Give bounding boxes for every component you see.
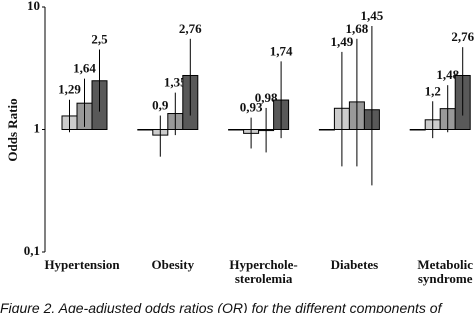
bar [409, 129, 426, 131]
value-label: 1,45 [361, 8, 384, 23]
y-tick-label: 10 [27, 0, 40, 13]
y-axis-label: Odds Ratio [5, 98, 20, 161]
value-label: 0,93 [240, 100, 263, 115]
y-tick-label: 1 [34, 120, 41, 135]
caption: Figure 2. Age-adjusted odds ratios (OR) … [0, 300, 444, 313]
value-label: 1,29 [58, 82, 81, 97]
x-tick-label: Hyperchole-sterolemia [229, 257, 297, 286]
x-tick-label: Obesity [151, 257, 194, 272]
x-tick-label: Metabolic syndrome [417, 257, 473, 286]
value-label: 2,5 [91, 31, 108, 46]
bar [318, 129, 335, 131]
bar [228, 129, 245, 131]
value-label: 1,49 [331, 34, 354, 49]
y-tick-label: 0,1 [24, 243, 40, 258]
value-label: 2,76 [179, 21, 202, 36]
value-label: 1,2 [425, 83, 441, 98]
value-label: 0,9 [152, 98, 169, 113]
value-label: 1,68 [346, 21, 369, 36]
value-label: 1,74 [270, 43, 293, 58]
value-label: 1,35 [164, 75, 187, 90]
value-label: 2,76 [451, 29, 474, 44]
bar [137, 129, 154, 131]
x-tick-label: Hypertension [44, 257, 120, 272]
x-tick-label: Diabetes [331, 257, 379, 272]
value-label: 0,98 [255, 90, 278, 105]
value-label: 1,64 [73, 61, 96, 76]
value-label: 1,48 [436, 67, 459, 82]
